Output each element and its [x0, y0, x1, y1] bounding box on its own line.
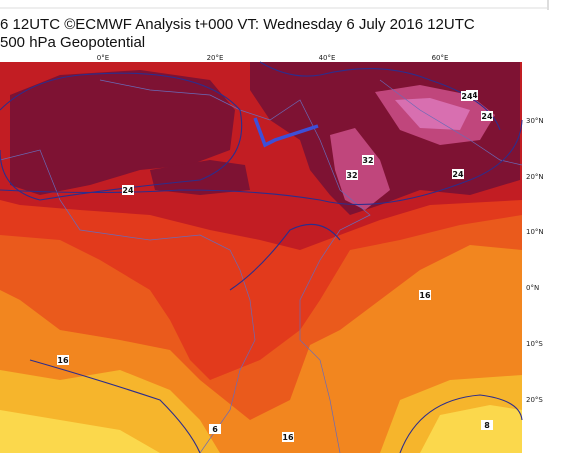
contour-label: 24 [452, 170, 464, 179]
contour-label-bg [461, 91, 473, 101]
lat-label: 0°N [526, 284, 539, 292]
coastlines [0, 79, 523, 453]
coastline [379, 79, 523, 166]
field-maroon [10, 70, 235, 195]
lon-label: 0°E [97, 54, 109, 62]
contour-label-bg [122, 185, 134, 195]
field-maroon [150, 160, 250, 195]
coastline [99, 79, 371, 453]
field-yellow2 [0, 410, 160, 453]
map-subtitle: 500 hPa Geopotential [0, 34, 146, 51]
contour-label: 8 [484, 421, 490, 430]
lat-label: 20°S [526, 396, 543, 404]
contour-label: 6 [212, 425, 218, 434]
lat-label: 30°N [526, 117, 544, 125]
contour [29, 359, 201, 453]
contour-label-bg [346, 170, 358, 180]
contours [0, 61, 523, 453]
contour-label-bg [209, 424, 221, 434]
contour-label: 24 [461, 92, 473, 101]
contour [0, 72, 243, 201]
lat-label: 10°S [526, 340, 543, 348]
contour-label-bg [57, 355, 69, 365]
contour [259, 61, 501, 131]
contour-label-bg [481, 420, 493, 430]
contour-label-bg [362, 155, 374, 165]
contour-label: 24 [122, 186, 134, 195]
contour-label: 32 [346, 171, 357, 180]
field-pink [330, 128, 390, 210]
lat-label: 10°N [526, 228, 544, 236]
lon-label: 60°E [432, 54, 449, 62]
coastline [0, 149, 256, 453]
contour-label-bg [481, 111, 493, 121]
contour-label: 16 [419, 291, 431, 300]
contour-label-bg [452, 169, 464, 179]
field-magenta [395, 98, 470, 130]
contour [399, 394, 523, 453]
contour-label: 16 [57, 356, 69, 365]
contour-label-bg [419, 290, 431, 300]
field-yellow2 [420, 405, 522, 453]
contour [229, 223, 341, 291]
lon-label: 40°E [319, 54, 336, 62]
lat-label: 20°N [526, 173, 544, 181]
lon-label: 20°E [207, 54, 224, 62]
contour-label: 16 [282, 433, 294, 442]
trough-line [253, 117, 319, 148]
contour-label-bg [282, 432, 294, 442]
field [0, 62, 522, 453]
contour [0, 119, 523, 206]
contour-label: 24 [481, 112, 493, 121]
contour-label: 32 [362, 156, 373, 165]
map-title: 6 12UTC ©ECMWF Analysis t+000 VT: Wednes… [0, 16, 475, 33]
